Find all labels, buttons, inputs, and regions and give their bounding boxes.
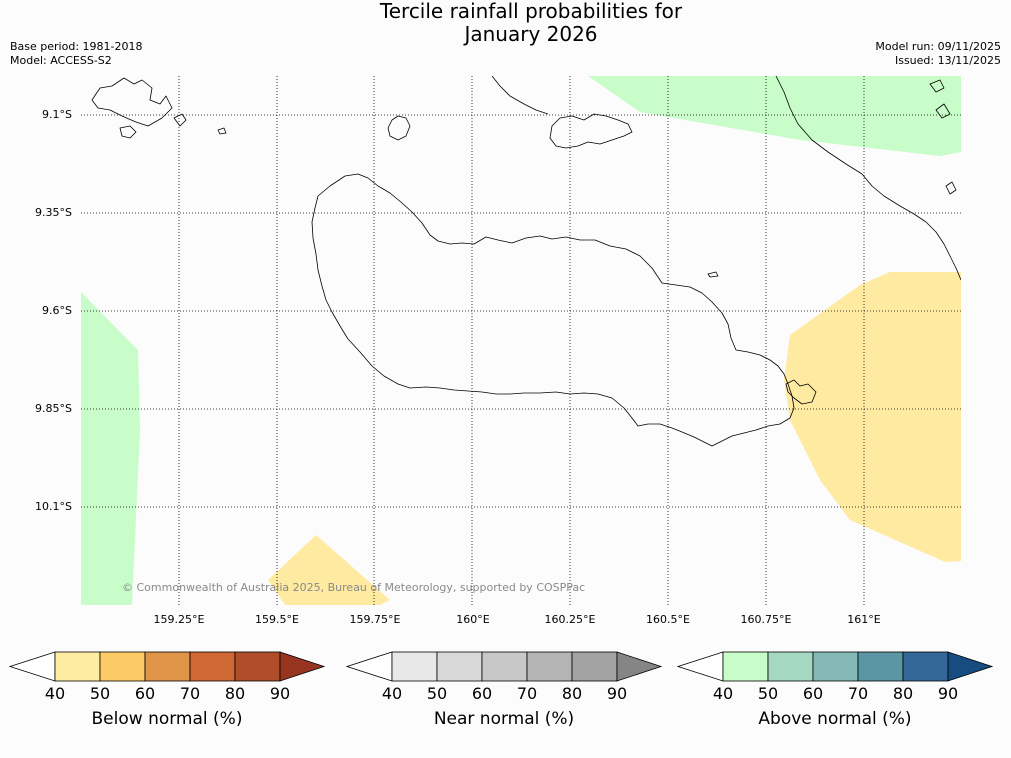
above-tick-80: 80	[892, 684, 914, 703]
colorbar-above-normal	[676, 651, 994, 682]
colorbar-near-bin-40-50	[391, 651, 438, 682]
below-tick-60: 60	[134, 684, 156, 703]
near-tick-40: 40	[381, 684, 403, 703]
below-tick-90: 90	[269, 684, 291, 703]
above-normal-region-northeast	[588, 76, 961, 156]
coastline-islet-east	[707, 271, 719, 278]
colorbar-near-bin-70-80	[526, 651, 573, 682]
meta-left: Base period: 1981-2018 Model: ACCESS-S2	[10, 40, 142, 68]
lat-label-10-1: 10.1°S	[35, 500, 72, 513]
above-normal-title: Above normal (%)	[758, 709, 912, 729]
lon-label-161: 161°E	[847, 613, 881, 626]
colorbar-above-bin-50-60	[767, 651, 814, 682]
map-title: Tercile rainfall probabilities for Janua…	[0, 0, 1011, 46]
near-normal-title: Near normal (%)	[433, 709, 575, 729]
model-name: Model: ACCESS-S2	[10, 54, 112, 67]
map-area	[81, 76, 961, 605]
lon-label-160-75: 160.75°E	[740, 613, 792, 626]
colorbar-near-normal	[345, 651, 663, 682]
lon-label-159-5: 159.5°E	[255, 613, 299, 626]
above-tick-50: 50	[757, 684, 779, 703]
lon-label-159-75: 159.75°E	[349, 613, 401, 626]
lon-label-159-25: 159.25°E	[153, 613, 205, 626]
coastline-guadalcanal	[311, 173, 795, 447]
coastlines	[91, 76, 961, 447]
meta-right: Model run: 09/11/2025 Issued: 13/11/2025	[875, 40, 1001, 68]
below-normal-region-east	[784, 272, 961, 562]
below-tick-40: 40	[44, 684, 66, 703]
below-normal-title: Below normal (%)	[91, 709, 243, 729]
coastline-nw-islet	[119, 125, 137, 139]
model-run: Model run: 09/11/2025	[875, 40, 1001, 53]
colorbar-below-bin-60-70	[144, 651, 191, 682]
colorbar-below-bin-80-90	[234, 651, 281, 682]
lon-label-160-25: 160.25°E	[544, 613, 596, 626]
near-tick-90: 90	[606, 684, 628, 703]
near-tick-70: 70	[516, 684, 538, 703]
below-normal-region-south	[268, 535, 390, 605]
colorbar-near-arrow-low	[345, 651, 393, 682]
colorbar-below-bin-50-60	[99, 651, 146, 682]
coastline-ne-island	[491, 76, 549, 115]
colorbar-near-arrow-high	[616, 651, 663, 682]
coastline-small-island-north	[387, 115, 411, 141]
gridlines	[81, 76, 961, 605]
near-tick-50: 50	[426, 684, 448, 703]
coastline-nw-islands	[91, 77, 173, 127]
near-tick-80: 80	[561, 684, 583, 703]
below-tick-50: 50	[89, 684, 111, 703]
colorbar-below-arrow-high	[279, 651, 326, 682]
colorbar-above-bin-40-50	[722, 651, 769, 682]
issued-date: Issued: 13/11/2025	[894, 54, 1001, 67]
colorbar-below-normal	[8, 651, 326, 682]
coastline-nw-islet-2	[173, 113, 187, 127]
above-tick-90: 90	[937, 684, 959, 703]
coastline-florida-islands	[549, 113, 633, 149]
lat-label-9-6: 9.6°S	[42, 304, 72, 317]
coastline-malaita	[775, 76, 961, 281]
above-normal-region-west	[81, 292, 140, 605]
below-tick-70: 70	[179, 684, 201, 703]
colorbar-below-arrow-low	[8, 651, 56, 682]
above-tick-70: 70	[847, 684, 869, 703]
colorbar-near-bin-50-60	[436, 651, 483, 682]
coastline-marau-islets	[785, 379, 817, 405]
lat-label-9-85: 9.85°S	[35, 402, 72, 415]
lat-label-9-35: 9.35°S	[35, 206, 72, 219]
colorbar-above-bin-60-70	[812, 651, 859, 682]
near-tick-60: 60	[471, 684, 493, 703]
title-line-2: January 2026	[464, 22, 598, 46]
copyright-notice: © Commonwealth of Australia 2025, Bureau…	[122, 581, 586, 594]
above-tick-40: 40	[712, 684, 734, 703]
coastline-ne-islets	[929, 79, 957, 195]
lon-label-160-5: 160.5°E	[646, 613, 690, 626]
colorbar-near-bin-80-90	[571, 651, 618, 682]
colorbar-above-bin-80-90	[902, 651, 949, 682]
colorbar-above-bin-70-80	[857, 651, 904, 682]
title-line-1: Tercile rainfall probabilities for	[379, 0, 683, 23]
lon-label-160: 160°E	[456, 613, 490, 626]
above-tick-60: 60	[802, 684, 824, 703]
coastline-nw-islet-3	[217, 127, 227, 135]
below-tick-80: 80	[224, 684, 246, 703]
colorbar-below-bin-40-50	[54, 651, 101, 682]
colorbar-above-arrow-low	[676, 651, 724, 682]
lat-label-9-1: 9.1°S	[42, 108, 72, 121]
base-period: Base period: 1981-2018	[10, 40, 143, 53]
colorbar-above-arrow-high	[947, 651, 994, 682]
colorbar-below-bin-70-80	[189, 651, 236, 682]
colorbar-near-bin-60-70	[481, 651, 528, 682]
